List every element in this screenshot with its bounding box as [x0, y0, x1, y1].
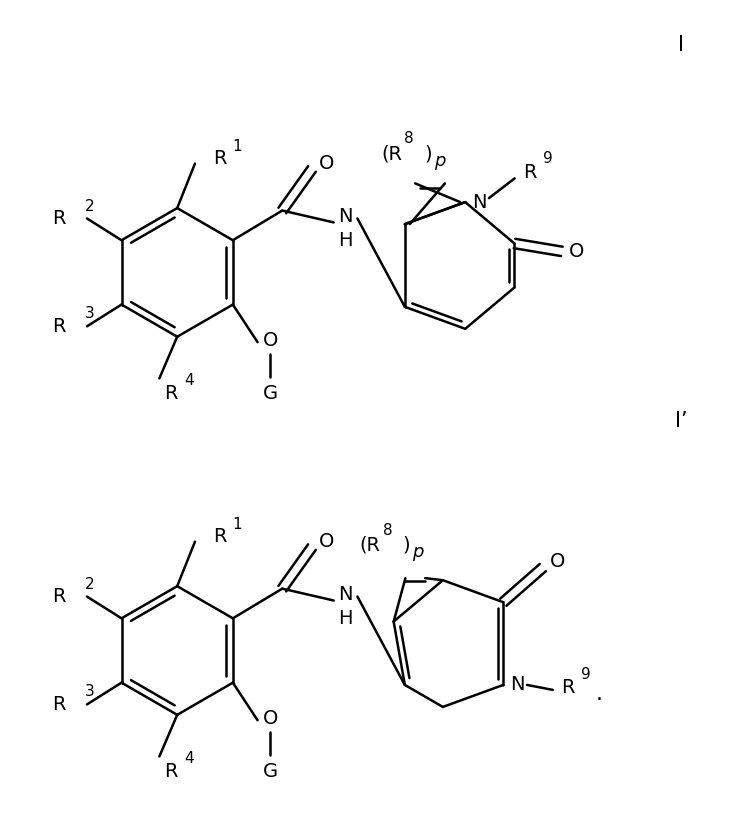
Text: H: H	[338, 609, 353, 628]
Text: O: O	[550, 552, 565, 571]
Text: 1: 1	[232, 139, 242, 153]
Text: I’: I’	[675, 411, 687, 431]
Text: G: G	[263, 384, 278, 403]
Text: (R: (R	[381, 144, 403, 163]
Text: R: R	[562, 678, 575, 698]
Text: R: R	[164, 762, 178, 781]
Text: R: R	[523, 163, 537, 182]
Text: R: R	[52, 587, 65, 606]
Text: N: N	[510, 676, 525, 694]
Text: O: O	[263, 330, 278, 350]
Text: G: G	[263, 762, 278, 781]
Text: R: R	[52, 317, 65, 336]
Text: 4: 4	[184, 752, 194, 766]
Text: 8: 8	[383, 522, 392, 538]
Text: 9: 9	[582, 667, 591, 682]
Text: N: N	[472, 193, 486, 211]
Text: I: I	[679, 35, 684, 55]
Text: O: O	[263, 709, 278, 728]
Text: 3: 3	[85, 685, 95, 699]
Text: 9: 9	[543, 152, 553, 166]
Text: (R: (R	[360, 536, 380, 555]
Text: O: O	[569, 242, 585, 261]
Text: R: R	[52, 209, 65, 228]
Text: R: R	[164, 384, 178, 402]
Text: 2: 2	[85, 577, 95, 592]
Text: R: R	[52, 695, 65, 714]
Text: R: R	[213, 527, 226, 546]
Text: R: R	[213, 149, 226, 168]
Text: O: O	[319, 532, 334, 551]
Text: p: p	[434, 152, 445, 170]
Text: 1: 1	[232, 517, 242, 532]
Text: 4: 4	[184, 373, 194, 388]
Text: ): )	[424, 144, 431, 163]
Text: 8: 8	[404, 131, 414, 146]
Text: H: H	[338, 231, 353, 250]
Text: ): )	[403, 536, 410, 555]
Text: 2: 2	[85, 198, 95, 214]
Text: 3: 3	[85, 306, 95, 322]
Text: p: p	[412, 543, 424, 561]
Text: N: N	[338, 207, 353, 226]
Text: N: N	[338, 585, 353, 604]
Text: .: .	[595, 684, 602, 704]
Text: O: O	[319, 153, 334, 172]
